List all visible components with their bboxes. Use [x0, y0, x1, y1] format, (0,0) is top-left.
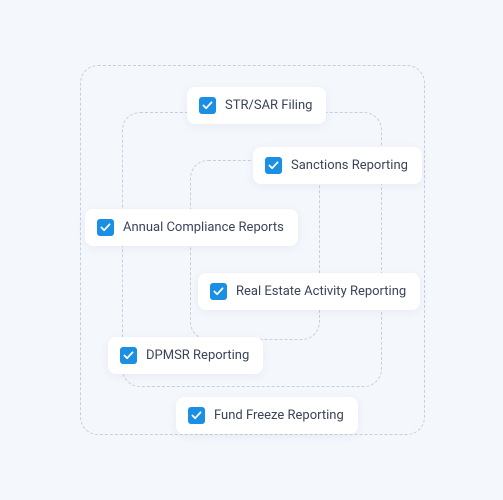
chip-sanctions[interactable]: Sanctions Reporting	[253, 147, 422, 184]
chip-real-estate[interactable]: Real Estate Activity Reporting	[198, 273, 420, 310]
chip-label-dpmsr: DPMSR Reporting	[146, 348, 249, 363]
chip-label-sanctions: Sanctions Reporting	[291, 158, 408, 173]
chip-dpmsr[interactable]: DPMSR Reporting	[108, 337, 263, 374]
chip-label-str-sar: STR/SAR Filing	[225, 98, 312, 113]
checkbox-str-sar[interactable]	[199, 97, 216, 114]
chip-str-sar[interactable]: STR/SAR Filing	[187, 87, 326, 124]
chip-fund-freeze[interactable]: Fund Freeze Reporting	[176, 397, 358, 434]
checkbox-real-estate[interactable]	[210, 283, 227, 300]
checkbox-annual[interactable]	[97, 219, 114, 236]
chip-label-fund-freeze: Fund Freeze Reporting	[214, 408, 344, 423]
chip-label-real-estate: Real Estate Activity Reporting	[236, 284, 406, 299]
checkbox-dpmsr[interactable]	[120, 347, 137, 364]
chip-annual[interactable]: Annual Compliance Reports	[85, 209, 298, 246]
dashed-frame-inner	[190, 160, 320, 340]
chip-label-annual: Annual Compliance Reports	[123, 220, 284, 235]
checkbox-sanctions[interactable]	[265, 157, 282, 174]
checkbox-fund-freeze[interactable]	[188, 407, 205, 424]
